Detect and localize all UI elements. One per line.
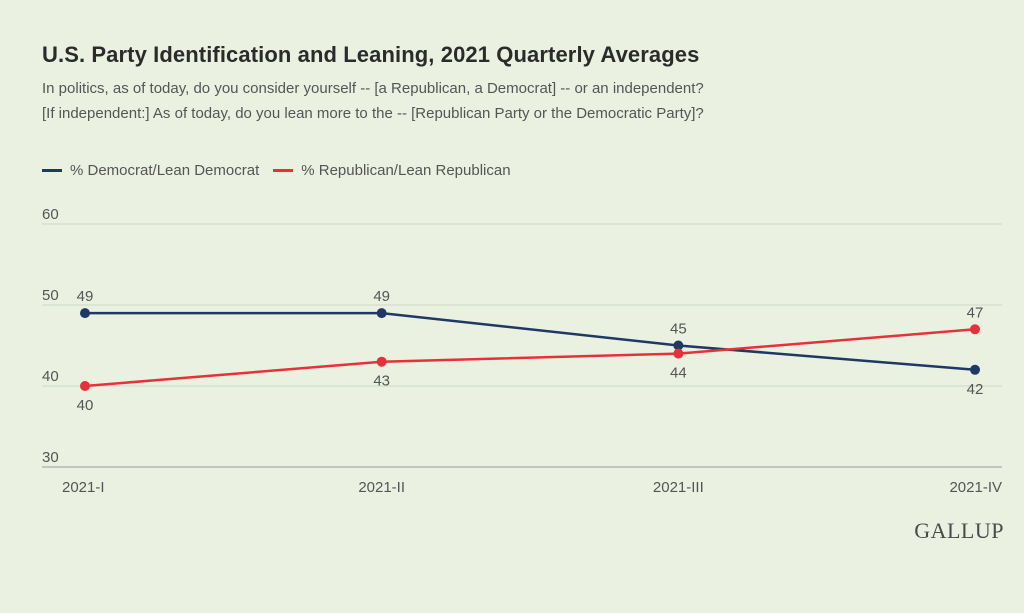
data-label-1-0: 40: [77, 397, 94, 414]
chart-legend: % Democrat/Lean Democrat % Republican/Le…: [42, 162, 525, 179]
data-point-1-3: [970, 324, 980, 335]
data-label-1-1: 43: [373, 373, 390, 390]
data-label-0-3: 42: [967, 381, 984, 398]
series-line-0: [85, 311, 976, 372]
y-tick-label-50: 50: [42, 287, 59, 304]
x-tick-label-2021-iii: 2021-III: [653, 479, 704, 496]
data-point-1-2: [673, 348, 684, 359]
y-tick-label-60: 60: [42, 206, 59, 223]
data-label-0-2: 45: [670, 321, 687, 338]
data-label-1-3: 47: [967, 304, 984, 321]
data-point-0-3: [970, 364, 980, 375]
legend-swatch-democrat: [42, 169, 62, 172]
data-point-0-2: [673, 340, 684, 351]
x-tick-label-2021-ii: 2021-II: [358, 479, 405, 496]
data-label-1-2: 44: [670, 365, 687, 382]
legend-swatch-republican: [273, 169, 294, 172]
data-point-0-1: [376, 308, 387, 319]
series-line-1: [84, 328, 976, 388]
data-point-0-0: [80, 308, 90, 319]
legend-label-democrat: % Democrat/Lean Democrat: [70, 162, 260, 179]
chart-subtitle-line-2: [If independent:] As of today, do you le…: [42, 105, 704, 122]
data-label-0-0: 49: [77, 288, 94, 305]
x-tick-label-2021-iv: 2021-IV: [949, 479, 1002, 496]
data-point-1-0: [80, 381, 90, 391]
chart-title: U.S. Party Identification and Leaning, 2…: [42, 42, 700, 67]
legend-item-republican: % Republican/Lean Republican: [273, 162, 511, 179]
data-label-0-1: 49: [373, 288, 390, 305]
legend-item-democrat: % Democrat/Lean Democrat: [42, 162, 259, 179]
data-point-1-1: [376, 356, 387, 367]
chart-subtitle-line-1: In politics, as of today, do you conside…: [42, 80, 704, 97]
y-tick-label-40: 40: [42, 368, 59, 385]
y-tick-label-30: 30: [42, 449, 59, 466]
gallup-logo: GALLUP: [914, 518, 1004, 543]
legend-label-republican: % Republican/Lean Republican: [301, 162, 511, 179]
x-tick-label-2021-i: 2021-I: [62, 479, 105, 496]
